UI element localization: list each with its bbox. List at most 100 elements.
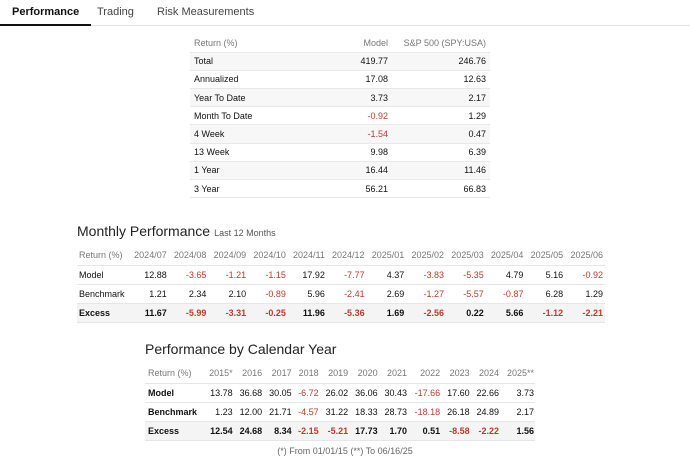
returns-row-label: Year To Date (190, 88, 310, 108)
calendar-column-header: 2023 (441, 364, 471, 384)
calendar-cell: 24.89 (470, 402, 501, 422)
returns-row-label: Month To Date (190, 106, 310, 126)
monthly-performance-title: Monthly Performance Last 12 Months (77, 223, 276, 239)
monthly-column-header: 2025/04 (485, 246, 526, 266)
returns-model-value: 16.44 (310, 161, 392, 181)
returns-header-row: Return (%) Model S&P 500 (SPY:USA) (190, 34, 490, 53)
monthly-column-header: 2025/06 (565, 246, 605, 266)
returns-header-benchmark: S&P 500 (SPY:USA) (392, 34, 490, 53)
monthly-cell: -0.87 (485, 284, 526, 304)
returns-benchmark-value: 6.39 (392, 143, 490, 162)
calendar-row-excess: Excess 12.54 24.68 8.34 -2.15 -5.21 17.73 1.70 0… (145, 421, 535, 441)
returns-row: 1 Year 16.44 11.46 (190, 161, 490, 181)
calendar-cell: -2.22 (470, 421, 501, 441)
calendar-cell: 17.60 (441, 383, 471, 403)
monthly-cell: 1.29 (565, 284, 605, 304)
calendar-cell: 36.68 (233, 383, 264, 403)
monthly-cell: 4.79 (485, 265, 526, 285)
calendar-footnote: (*) From 01/01/15 (**) To 06/16/25 (277, 446, 413, 456)
calendar-cell: 3.73 (500, 383, 535, 403)
monthly-cell: -0.92 (565, 265, 605, 285)
returns-benchmark-value: 246.76 (392, 52, 490, 71)
monthly-cell: -2.41 (326, 284, 367, 304)
monthly-cell: -2.21 (565, 303, 605, 323)
monthly-cell: -1.15 (248, 265, 288, 285)
monthly-cell: -1.27 (406, 284, 447, 304)
monthly-column-header: 2025/05 (525, 246, 566, 266)
calendar-header-row: Return (%) 2015* 2016 2017 2018 2019 2020 2021 2… (145, 364, 535, 384)
calendar-cell: 26.02 (319, 383, 350, 403)
calendar-cell: 1.56 (500, 421, 535, 441)
calendar-cell: 21.71 (263, 402, 293, 422)
calendar-column-header: 2015* (203, 364, 234, 384)
monthly-cell: -5.36 (326, 303, 367, 323)
returns-header-label: Return (%) (190, 34, 310, 53)
tab-performance[interactable]: Performance (0, 6, 92, 26)
tab-trading[interactable]: Trading (97, 6, 134, 18)
monthly-cell: 2.69 (366, 284, 407, 304)
monthly-row-label: Benchmark (77, 284, 129, 304)
calendar-performance-table: Return (%) 2015* 2016 2017 2018 2019 2020 2021 2… (145, 364, 535, 441)
calendar-cell: 0.51 (408, 421, 442, 441)
monthly-cell: -2.56 (406, 303, 447, 323)
monthly-cell: -3.83 (406, 265, 447, 285)
monthly-performance-table: Return (%) 2024/07 2024/08 2024/09 2024/10 20… (77, 246, 605, 323)
calendar-row-label: Benchmark (145, 402, 203, 422)
monthly-cell: -7.77 (326, 265, 367, 285)
monthly-header-label: Return (%) (77, 246, 129, 266)
calendar-column-header: 2020 (349, 364, 379, 384)
monthly-cell: 1.21 (129, 284, 169, 304)
tab-bar: Performance Trading Risk Measurements (0, 0, 690, 26)
calendar-column-header: 2019 (319, 364, 350, 384)
monthly-row-excess: Excess 11.67 -5.99 -3.31 -0.25 11.96 -5.36 1.69… (77, 303, 605, 323)
monthly-row-benchmark: Benchmark 1.21 2.34 2.10 -0.89 5.96 -2.41 2.69-… (77, 284, 605, 304)
returns-model-value: 9.98 (310, 143, 392, 162)
returns-row: Annualized 17.08 12.63 (190, 70, 490, 90)
monthly-column-header: 2024/09 (208, 246, 249, 266)
monthly-cell: 17.92 (287, 265, 327, 285)
calendar-cell: 31.22 (319, 402, 350, 422)
returns-model-value: -1.54 (310, 124, 392, 144)
calendar-cell: 30.05 (263, 383, 293, 403)
monthly-cell: 5.96 (287, 284, 327, 304)
monthly-cell: 5.66 (485, 303, 526, 323)
monthly-row-label: Model (77, 265, 129, 285)
monthly-row-label: Excess (77, 303, 129, 323)
calendar-cell: 26.18 (441, 402, 471, 422)
returns-row: Month To Date -0.92 1.29 (190, 106, 490, 126)
calendar-cell: 28.73 (378, 402, 409, 422)
returns-model-value: 419.77 (310, 52, 392, 71)
monthly-cell: 2.10 (208, 284, 249, 304)
returns-row: 3 Year 56.21 66.83 (190, 179, 490, 199)
returns-header-model: Model (310, 34, 392, 53)
returns-benchmark-value: 1.29 (392, 106, 490, 126)
calendar-column-header: 2018 (292, 364, 320, 384)
monthly-column-header: 2024/11 (287, 246, 327, 266)
returns-benchmark-value: 12.63 (392, 70, 490, 90)
calendar-cell: -8.58 (441, 421, 471, 441)
calendar-cell: -4.57 (292, 402, 320, 422)
calendar-cell: 2.17 (500, 402, 535, 422)
calendar-cell: 17.73 (349, 421, 379, 441)
monthly-header-row: Return (%) 2024/07 2024/08 2024/09 2024/10 20… (77, 246, 605, 266)
calendar-row-model: Model 13.78 36.68 30.05 -6.72 26.02 36.06 30.43… (145, 383, 535, 403)
calendar-row-benchmark: Benchmark 1.23 12.00 21.71 -4.57 31.22 18.33 28… (145, 402, 535, 422)
calendar-row-label: Model (145, 383, 203, 403)
calendar-cell: 8.34 (263, 421, 293, 441)
returns-row: Year To Date 3.73 2.17 (190, 88, 490, 108)
monthly-cell: -1.21 (208, 265, 249, 285)
monthly-cell: 5.16 (525, 265, 566, 285)
calendar-cell: -18.18 (408, 402, 442, 422)
calendar-column-header: 2016 (233, 364, 264, 384)
calendar-row-label: Excess (145, 421, 203, 441)
returns-row: 4 Week -1.54 0.47 (190, 124, 490, 144)
calendar-cell: 30.43 (378, 383, 409, 403)
returns-model-value: 3.73 (310, 88, 392, 108)
monthly-cell: -1.12 (525, 303, 566, 323)
tab-risk-measurements[interactable]: Risk Measurements (157, 6, 255, 18)
monthly-subtitle: Last 12 Months (214, 228, 276, 238)
monthly-column-header: 2025/02 (406, 246, 447, 266)
returns-row-label: 4 Week (190, 124, 310, 144)
returns-row: Total 419.77 246.76 (190, 52, 490, 71)
monthly-cell: 2.34 (168, 284, 209, 304)
